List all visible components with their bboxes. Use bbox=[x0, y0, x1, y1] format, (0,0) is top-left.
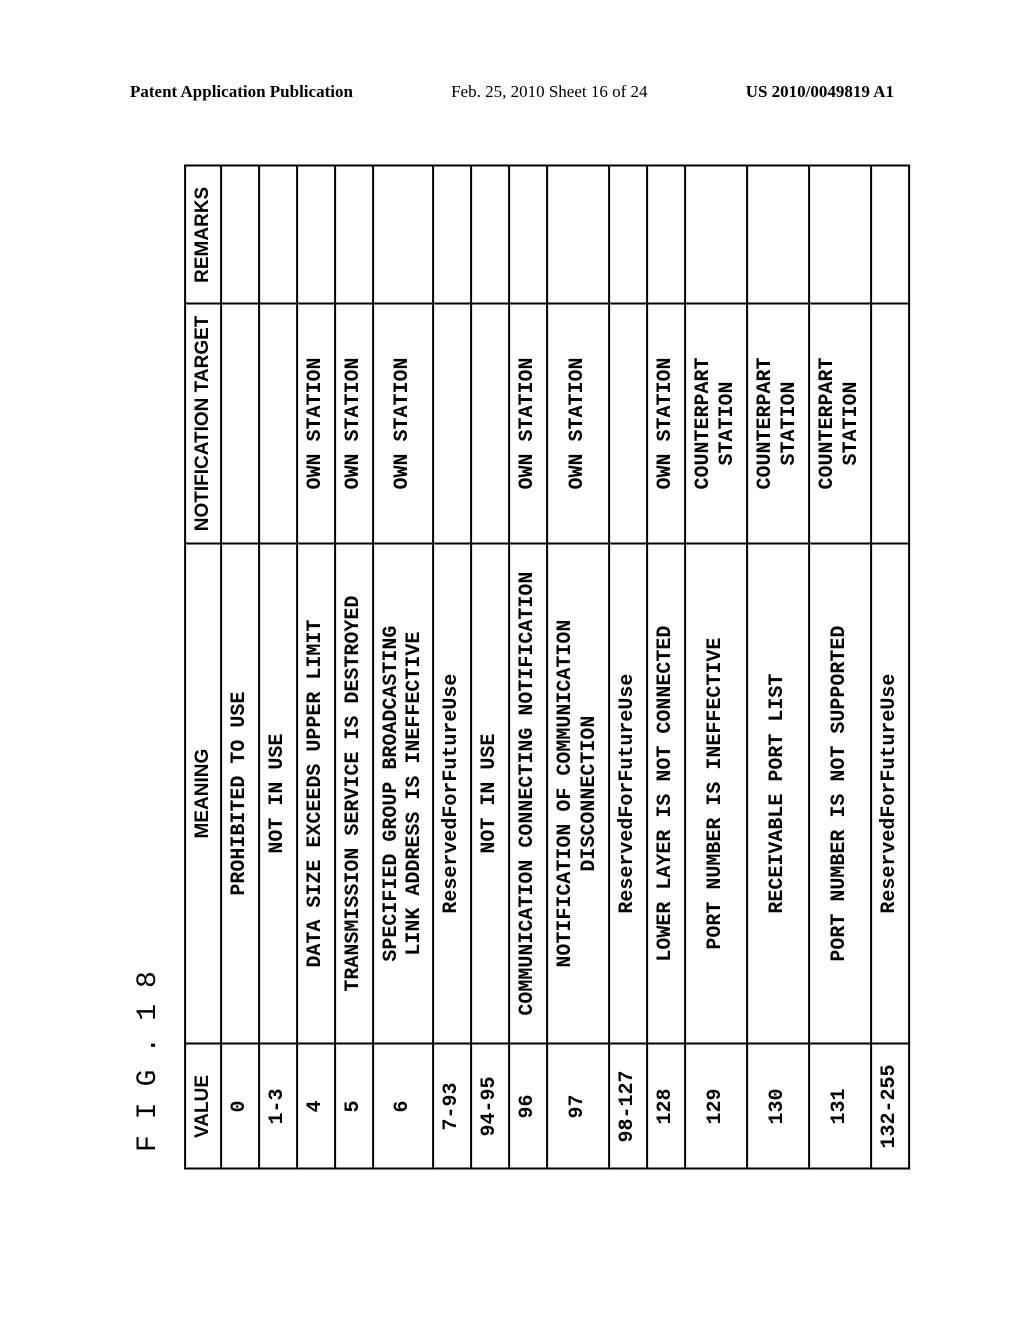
table-row: 6 SPECIFIED GROUP BROADCASTINGLINK ADDRE… bbox=[373, 166, 433, 1169]
table-row: 4 DATA SIZE EXCEEDS UPPER LIMIT OWN STAT… bbox=[297, 166, 335, 1169]
table-row: 7-93 ReservedForFutureUse bbox=[433, 166, 471, 1169]
table-row: 96 COMMUNICATION CONNECTING NOTIFICATION… bbox=[509, 166, 547, 1169]
cell-target: OWN STATION bbox=[297, 304, 335, 544]
cell-value: 5 bbox=[335, 1044, 373, 1169]
cell-meaning: SPECIFIED GROUP BROADCASTINGLINK ADDRESS… bbox=[373, 543, 433, 1044]
table-row: 1-3 NOT IN USE bbox=[259, 166, 297, 1169]
col-header-target: NOTIFICATION TARGET bbox=[185, 304, 222, 544]
cell-remarks bbox=[747, 166, 809, 304]
cell-target bbox=[871, 304, 909, 544]
cell-value: 1-3 bbox=[259, 1044, 297, 1169]
cell-value: 129 bbox=[685, 1044, 747, 1169]
table-row: 131 PORT NUMBER IS NOT SUPPORTED COUNTER… bbox=[809, 166, 871, 1169]
header-publication: Patent Application Publication bbox=[130, 82, 353, 102]
table-row: 128 LOWER LAYER IS NOT CONNECTED OWN STA… bbox=[647, 166, 685, 1169]
table-row: 94-95 NOT IN USE bbox=[471, 166, 509, 1169]
cell-remarks bbox=[685, 166, 747, 304]
cell-remarks bbox=[373, 166, 433, 304]
cell-value: 94-95 bbox=[471, 1044, 509, 1169]
cell-value: 130 bbox=[747, 1044, 809, 1169]
cell-target: COUNTERPART STATION bbox=[685, 304, 747, 544]
cell-value: 6 bbox=[373, 1044, 433, 1169]
cell-remarks bbox=[259, 166, 297, 304]
cell-meaning: DATA SIZE EXCEEDS UPPER LIMIT bbox=[297, 543, 335, 1044]
cell-meaning: LOWER LAYER IS NOT CONNECTED bbox=[647, 543, 685, 1044]
table-row: 129 PORT NUMBER IS INEFFECTIVE COUNTERPA… bbox=[685, 166, 747, 1169]
table-row: 0 PROHIBITED TO USE bbox=[221, 166, 259, 1169]
cell-meaning: PORT NUMBER IS NOT SUPPORTED bbox=[809, 543, 871, 1044]
cell-target bbox=[609, 304, 647, 544]
cell-target: OWN STATION bbox=[547, 304, 609, 544]
table-row: 97 NOTIFICATION OF COMMUNICATION DISCONN… bbox=[547, 166, 609, 1169]
cell-target: OWN STATION bbox=[647, 304, 685, 544]
table-row: 5 TRANSMISSION SERVICE IS DESTROYED OWN … bbox=[335, 166, 373, 1169]
table-row: 130 RECEIVABLE PORT LIST COUNTERPART STA… bbox=[747, 166, 809, 1169]
cell-meaning: ReservedForFutureUse bbox=[871, 543, 909, 1044]
cell-remarks bbox=[609, 166, 647, 304]
cell-meaning: RECEIVABLE PORT LIST bbox=[747, 543, 809, 1044]
col-header-value: VALUE bbox=[185, 1044, 222, 1169]
cell-value: 96 bbox=[509, 1044, 547, 1169]
table-header-row: VALUE MEANING NOTIFICATION TARGET REMARK… bbox=[185, 166, 222, 1169]
figure-label: FIG.18 bbox=[133, 165, 164, 1152]
col-header-meaning: MEANING bbox=[185, 543, 222, 1044]
table-body: 0 PROHIBITED TO USE 1-3 NOT IN USE 4 DAT… bbox=[221, 166, 909, 1169]
cell-target: OWN STATION bbox=[509, 304, 547, 544]
cell-meaning: NOTIFICATION OF COMMUNICATION DISCONNECT… bbox=[547, 543, 609, 1044]
cell-value: 131 bbox=[809, 1044, 871, 1169]
cell-meaning: TRANSMISSION SERVICE IS DESTROYED bbox=[335, 543, 373, 1044]
cell-meaning: NOT IN USE bbox=[471, 543, 509, 1044]
cell-remarks bbox=[335, 166, 373, 304]
cell-target bbox=[471, 304, 509, 544]
cell-target: OWN STATION bbox=[335, 304, 373, 544]
cell-remarks bbox=[547, 166, 609, 304]
cell-target bbox=[259, 304, 297, 544]
cell-remarks bbox=[809, 166, 871, 304]
cell-meaning: NOT IN USE bbox=[259, 543, 297, 1044]
figure-content: FIG.18 VALUE MEANING NOTIFICATION TARGET… bbox=[19, 324, 1024, 1011]
cell-remarks bbox=[221, 166, 259, 304]
cell-meaning: ReservedForFutureUse bbox=[433, 543, 471, 1044]
table-row: 132-255 ReservedForFutureUse bbox=[871, 166, 909, 1169]
cell-target: COUNTERPART STATION bbox=[747, 304, 809, 544]
cell-value: 4 bbox=[297, 1044, 335, 1169]
cell-target bbox=[221, 304, 259, 544]
cell-remarks bbox=[647, 166, 685, 304]
cell-value: 97 bbox=[547, 1044, 609, 1169]
cell-remarks bbox=[471, 166, 509, 304]
cell-meaning: COMMUNICATION CONNECTING NOTIFICATION bbox=[509, 543, 547, 1044]
col-header-remarks: REMARKS bbox=[185, 166, 222, 304]
cell-meaning: ReservedForFutureUse bbox=[609, 543, 647, 1044]
cell-value: 132-255 bbox=[871, 1044, 909, 1169]
cell-remarks bbox=[871, 166, 909, 304]
cell-meaning: PORT NUMBER IS INEFFECTIVE bbox=[685, 543, 747, 1044]
table-row: 98-127 ReservedForFutureUse bbox=[609, 166, 647, 1169]
value-meaning-table: VALUE MEANING NOTIFICATION TARGET REMARK… bbox=[184, 165, 911, 1170]
cell-meaning: PROHIBITED TO USE bbox=[221, 543, 259, 1044]
page-header: Patent Application Publication Feb. 25, … bbox=[0, 82, 1024, 102]
cell-target: OWN STATION bbox=[373, 304, 433, 544]
header-date-sheet: Feb. 25, 2010 Sheet 16 of 24 bbox=[451, 82, 647, 102]
cell-value: 7-93 bbox=[433, 1044, 471, 1169]
cell-remarks bbox=[433, 166, 471, 304]
cell-value: 98-127 bbox=[609, 1044, 647, 1169]
cell-value: 0 bbox=[221, 1044, 259, 1169]
cell-target bbox=[433, 304, 471, 544]
header-patent-number: US 2010/0049819 A1 bbox=[746, 82, 894, 102]
cell-remarks bbox=[509, 166, 547, 304]
cell-value: 128 bbox=[647, 1044, 685, 1169]
cell-remarks bbox=[297, 166, 335, 304]
cell-target: COUNTERPART STATION bbox=[809, 304, 871, 544]
